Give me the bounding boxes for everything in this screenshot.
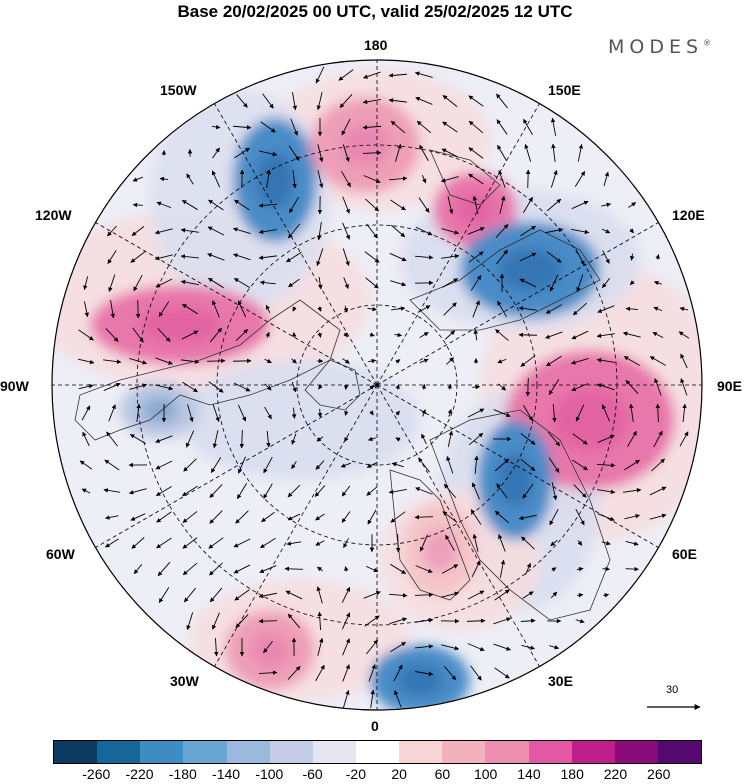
colorbar-tick-label: 180	[561, 766, 584, 782]
wind-vector	[472, 387, 479, 388]
colorbar-segment	[442, 741, 485, 763]
label-120e: 120E	[672, 207, 705, 223]
anomaly-core	[250, 632, 291, 668]
colorbar-tick-label: 260	[647, 766, 670, 782]
colorbar-tick-label: 20	[391, 766, 407, 782]
anomaly-core	[398, 664, 443, 696]
anomaly-core	[423, 528, 457, 571]
colorbar-tick-label: 60	[435, 766, 451, 782]
label-180: 180	[364, 37, 387, 53]
colorbar-segment	[270, 741, 313, 763]
colorbar-tick-labels: -260 -220 -180 -140 -100 -60 -20 20 60 100 140 180 2…	[0, 766, 750, 784]
colorbar-segment	[399, 741, 442, 763]
colorbar-segment	[658, 741, 701, 763]
colorbar-tick-label: -180	[169, 766, 197, 782]
wind-vector	[528, 170, 529, 188]
page-title: Base 20/02/2025 00 UTC, valid 25/02/2025…	[0, 2, 750, 22]
colorbar-tick-label: -60	[302, 766, 322, 782]
colorbar-tick-label: -220	[126, 766, 154, 782]
label-0: 0	[371, 718, 379, 734]
colorbar-segment	[529, 741, 572, 763]
colorbar-segment	[356, 741, 399, 763]
label-150w: 150W	[160, 82, 197, 98]
wind-vector	[528, 378, 529, 396]
colorbar-segment	[54, 741, 97, 763]
colorbar-segment	[615, 741, 658, 763]
label-90w: 90W	[0, 378, 29, 394]
label-30e: 30E	[548, 673, 573, 689]
anomaly-core	[256, 152, 294, 208]
anomaly-core	[499, 248, 562, 291]
colorbar-segment	[572, 741, 615, 763]
colorbar-tick-label: -140	[212, 766, 240, 782]
colorbar-segment	[313, 741, 356, 763]
label-90e: 90E	[717, 378, 742, 394]
brand-logo: MODES®	[608, 36, 711, 58]
wind-vector	[626, 569, 639, 570]
anomaly-core	[140, 307, 221, 343]
anomaly-core	[456, 193, 494, 227]
colorbar-tick-label: 100	[474, 766, 497, 782]
colorbar	[53, 740, 702, 764]
wind-vector	[602, 569, 609, 570]
label-60w: 60W	[46, 546, 75, 562]
colorbar-segment	[140, 741, 183, 763]
label-150e: 150E	[548, 82, 581, 98]
colorbar-tick-label: -20	[346, 766, 366, 782]
label-120w: 120W	[35, 207, 72, 223]
colorbar-segment	[227, 741, 270, 763]
anomaly-core	[552, 389, 629, 452]
anomaly-halo	[180, 360, 420, 480]
colorbar-segment	[183, 741, 226, 763]
colorbar-tick-label: 140	[517, 766, 540, 782]
label-30w: 30W	[170, 673, 199, 689]
colorbar-tick-label: 220	[604, 766, 627, 782]
vector-reference-label: 30	[666, 684, 678, 696]
colorbar-tick-label: -260	[82, 766, 110, 782]
colorbar-segment	[485, 741, 528, 763]
colorbar-tick-label: -100	[255, 766, 283, 782]
colorbar-segment	[97, 741, 140, 763]
label-60e: 60E	[672, 546, 697, 562]
anomaly-core	[498, 453, 532, 507]
